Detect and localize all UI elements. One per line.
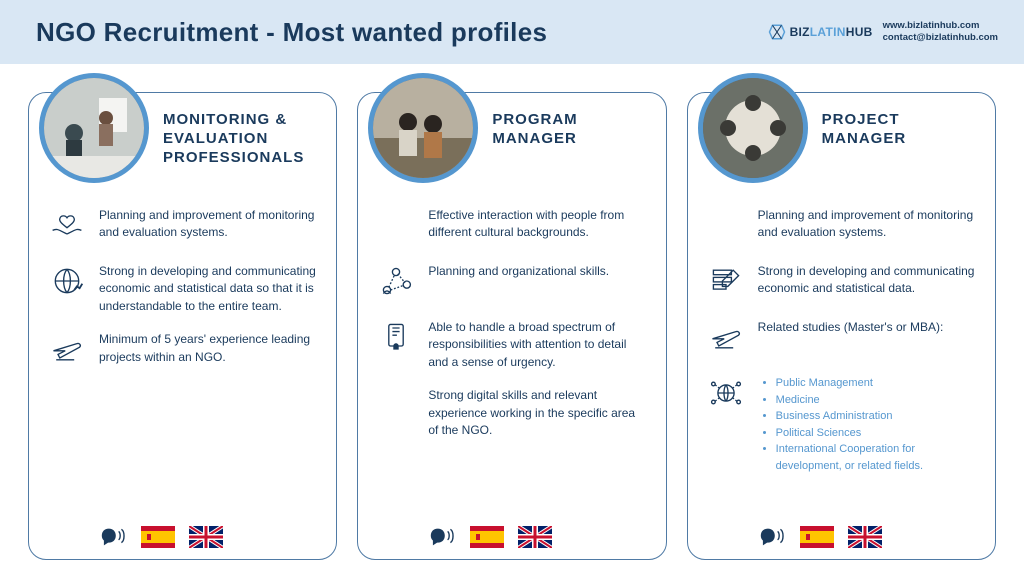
card-title: PROGRAM MANAGER (492, 109, 647, 149)
network-people-icon (376, 263, 416, 303)
point-text: Strong in developing and communicating e… (99, 263, 318, 315)
point-row: Minimum of 5 years' experience leading p… (47, 331, 318, 371)
flag-uk-icon (848, 526, 882, 548)
flag-spain-icon (800, 526, 834, 548)
point-row: Public Management Medicine Business Admi… (706, 375, 977, 474)
point-row: Effective interaction with people from d… (376, 207, 647, 247)
airplane-icon (47, 331, 87, 371)
flag-uk-icon (189, 526, 223, 548)
point-row: Planning and improvement of monitoring a… (706, 207, 977, 247)
contact-email: contact@bizlatinhub.com (883, 32, 998, 44)
card-header: MONITORING & EVALUATION PROFESSIONALS (39, 109, 318, 183)
card-monitoring-evaluation: MONITORING & EVALUATION PROFESSIONALS Pl… (28, 92, 337, 560)
page-header: NGO Recruitment - Most wanted profiles B… (0, 0, 1024, 64)
brand-logo: BIZLATIN HUB (768, 23, 873, 41)
checklist-pencil-icon (706, 263, 746, 303)
flag-spain-icon (141, 526, 175, 548)
point-text: Related studies (Master's or MBA): (758, 319, 944, 336)
card-photo (698, 73, 808, 183)
point-text: Planning and improvement of monitoring a… (99, 207, 318, 242)
languages-footer (99, 525, 223, 549)
card-header: PROGRAM MANAGER (368, 109, 647, 183)
card-program-manager: PROGRAM MANAGER Effective interaction wi… (357, 92, 666, 560)
point-row: Planning and improvement of monitoring a… (47, 207, 318, 247)
contact-info: www.bizlatinhub.com contact@bizlatinhub.… (883, 20, 998, 44)
list-item: Political Sciences (776, 425, 977, 442)
cards-container: MONITORING & EVALUATION PROFESSIONALS Pl… (0, 64, 1024, 560)
airplane-icon (706, 319, 746, 359)
globe-chart-icon (47, 263, 87, 303)
sublist-wrap: Public Management Medicine Business Admi… (758, 375, 977, 474)
point-text: Strong digital skills and relevant exper… (428, 387, 647, 439)
card-photo (39, 73, 149, 183)
list-item: Medicine (776, 392, 977, 409)
brand-block: BIZLATIN HUB www.bizlatinhub.com contact… (768, 20, 998, 44)
list-item: Business Administration (776, 408, 977, 425)
speaking-head-icon (428, 525, 456, 549)
point-row: Strong digital skills and relevant exper… (376, 387, 647, 439)
languages-footer (428, 525, 552, 549)
flag-spain-icon (470, 526, 504, 548)
point-row: Related studies (Master's or MBA): (706, 319, 977, 359)
brand-hex-icon (768, 23, 786, 41)
point-text: Strong in developing and communicating e… (758, 263, 977, 298)
speaking-head-icon (99, 525, 127, 549)
list-item: International Cooperation for developmen… (776, 441, 977, 474)
point-text: Planning and improvement of monitoring a… (758, 207, 977, 242)
contact-website: www.bizlatinhub.com (883, 20, 998, 32)
touch-device-icon (376, 319, 416, 359)
card-photo (368, 73, 478, 183)
list-item: Public Management (776, 375, 977, 392)
page-title: NGO Recruitment - Most wanted profiles (36, 17, 547, 48)
point-row: Planning and organizational skills. (376, 263, 647, 303)
card-title: PROJECT MANAGER (822, 109, 977, 149)
card-project-manager: PROJECT MANAGER Planning and improvement… (687, 92, 996, 560)
languages-footer (758, 525, 882, 549)
point-row: Able to handle a broad spectrum of respo… (376, 319, 647, 371)
point-row: Strong in developing and communicating e… (47, 263, 318, 315)
flag-uk-icon (518, 526, 552, 548)
global-network-icon (706, 375, 746, 415)
point-row: Strong in developing and communicating e… (706, 263, 977, 303)
brand-text: BIZLATIN HUB (790, 25, 873, 39)
point-text: Planning and organizational skills. (428, 263, 609, 280)
speaking-head-icon (758, 525, 786, 549)
point-text: Able to handle a broad spectrum of respo… (428, 319, 647, 371)
card-title: MONITORING & EVALUATION PROFESSIONALS (163, 109, 318, 167)
studies-sublist: Public Management Medicine Business Admi… (758, 375, 977, 474)
card-header: PROJECT MANAGER (698, 109, 977, 183)
point-text: Minimum of 5 years' experience leading p… (99, 331, 318, 366)
hands-heart-icon (47, 207, 87, 247)
point-text: Effective interaction with people from d… (428, 207, 647, 242)
